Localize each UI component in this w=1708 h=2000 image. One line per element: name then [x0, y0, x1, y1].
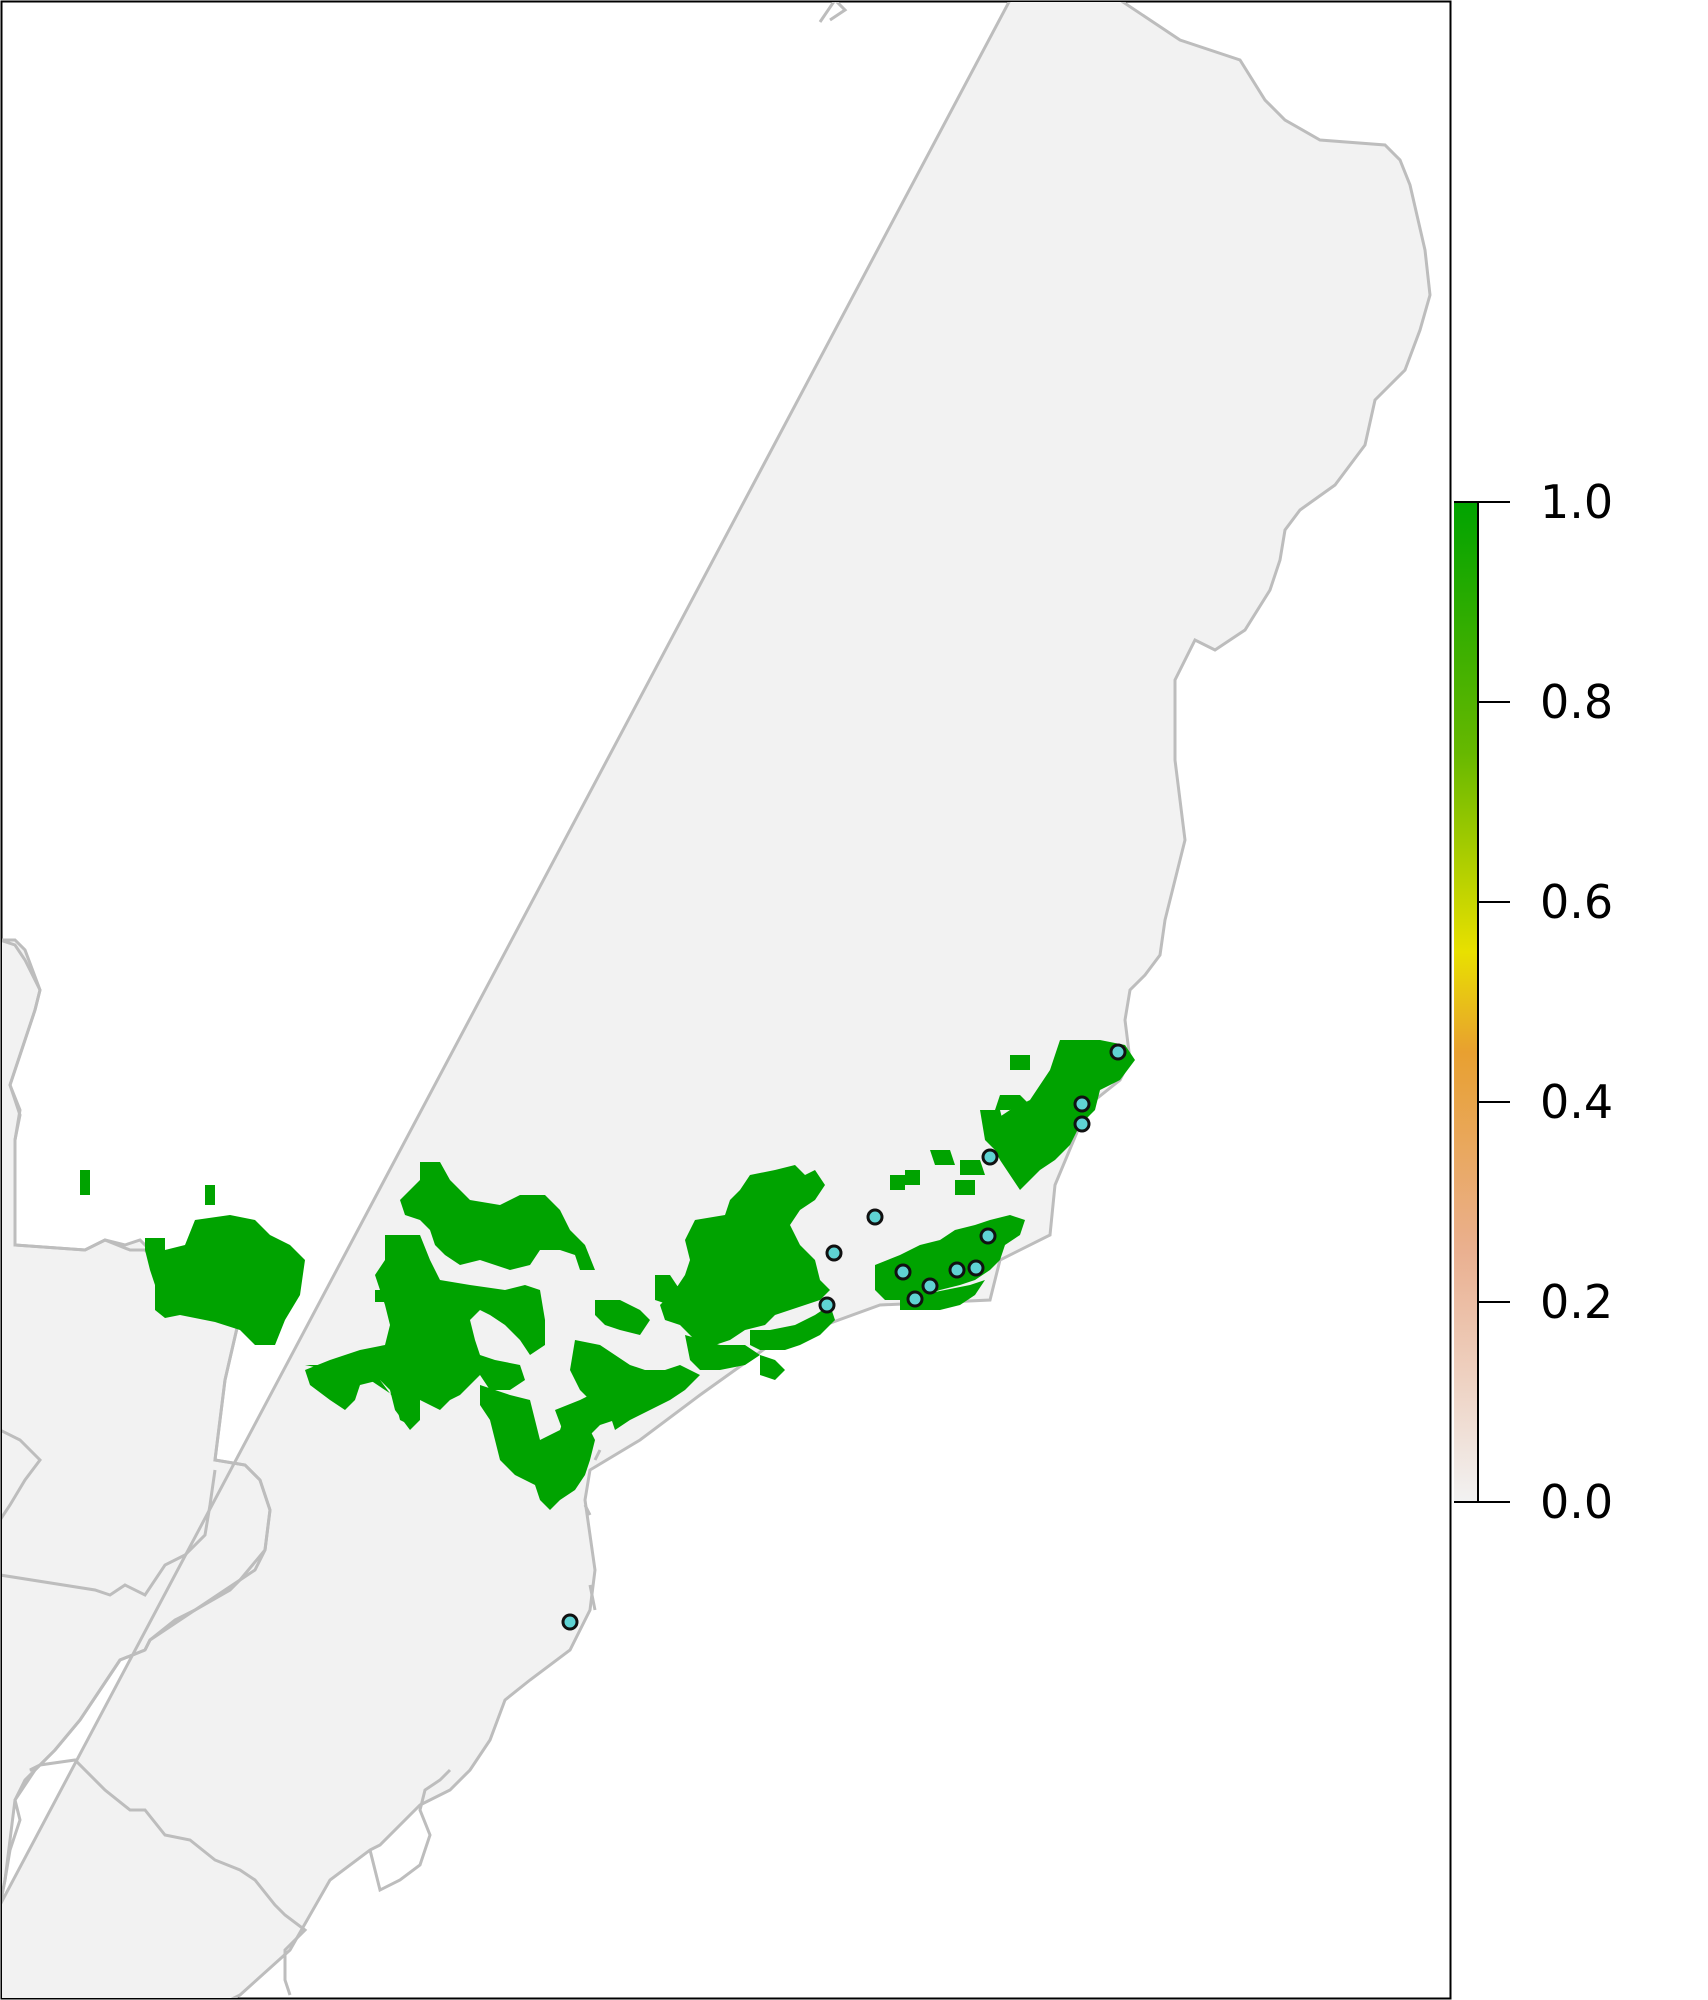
occurrence-point — [561, 1613, 579, 1631]
suitable-habitat-patch — [145, 1215, 305, 1345]
suitable-habitat-patch — [205, 1185, 215, 1205]
suitable-habitat-patch — [510, 1290, 520, 1300]
suitable-habitat-patch — [980, 1110, 1005, 1150]
legend-tick-label: 0.0 — [1540, 1475, 1613, 1529]
suitable-habitat-patch — [960, 1160, 985, 1175]
coastline-detail — [583, 1449, 602, 1611]
suitable-habitat-patch — [995, 1095, 1030, 1110]
suitable-habitat-patch — [760, 1355, 785, 1380]
suitable-habitat-patch — [890, 1175, 905, 1190]
legend-tick-label: 0.8 — [1540, 675, 1613, 729]
suitable-habitat-patch — [905, 1170, 920, 1185]
country-border — [2, 1469, 217, 1597]
suitable-habitat-patch — [930, 1150, 955, 1165]
legend-tick-label: 0.4 — [1540, 1075, 1613, 1129]
occurrence-point — [948, 1261, 966, 1279]
suitable-habitat-patch — [955, 1180, 975, 1195]
suitable-habitat-patch — [305, 1235, 545, 1430]
occurrence-points — [561, 1043, 1127, 1631]
occurrence-point — [1073, 1095, 1091, 1113]
suitable-habitat-patch — [570, 1340, 700, 1430]
occurrence-point — [866, 1208, 884, 1226]
suitable-habitat-patch — [305, 1365, 420, 1425]
country-border — [29, 1639, 308, 1996]
occurrence-point — [981, 1148, 999, 1166]
occurrence-point — [825, 1244, 843, 1262]
coastline-detail — [818, 2, 848, 23]
legend-tick-label: 0.6 — [1540, 875, 1613, 929]
suitable-habitat-patch — [990, 1040, 1135, 1190]
occurrence-point — [921, 1277, 939, 1295]
occurrence-point — [818, 1296, 836, 1314]
coastline-detail — [368, 1768, 452, 1893]
occurrence-point — [906, 1290, 924, 1308]
suitable-habitat-patch — [595, 1300, 650, 1335]
suitable-habitat-patch — [660, 1165, 830, 1345]
suitable-habitat-patch — [700, 1255, 712, 1265]
country-border — [2, 1429, 42, 1520]
suitable-habitat-patch — [1010, 1055, 1030, 1070]
occurrence-point — [979, 1227, 997, 1245]
legend-colorbar: 1.0 0.8 0.6 0.4 0.2 0.0 — [1454, 475, 1613, 1529]
legend-ticks: 1.0 0.8 0.6 0.4 0.2 0.0 — [1478, 475, 1613, 1529]
suitable-habitat-patch — [80, 1170, 90, 1195]
legend-tick-label: 0.2 — [1540, 1275, 1613, 1329]
occurrence-point — [1109, 1043, 1127, 1061]
suitable-habitat-patch — [400, 1162, 595, 1270]
country-border — [2, 1768, 37, 1903]
suitable-habitat-patch — [750, 1305, 835, 1350]
occurrence-point — [1073, 1115, 1091, 1133]
legend-tick-label: 1.0 — [1540, 475, 1613, 529]
suitable-habitat-patch — [375, 1290, 385, 1302]
suitable-habitat-patch — [685, 1335, 760, 1370]
legend-gradient — [1454, 502, 1478, 1502]
occurrence-point — [967, 1259, 985, 1277]
occurrence-point — [894, 1263, 912, 1281]
